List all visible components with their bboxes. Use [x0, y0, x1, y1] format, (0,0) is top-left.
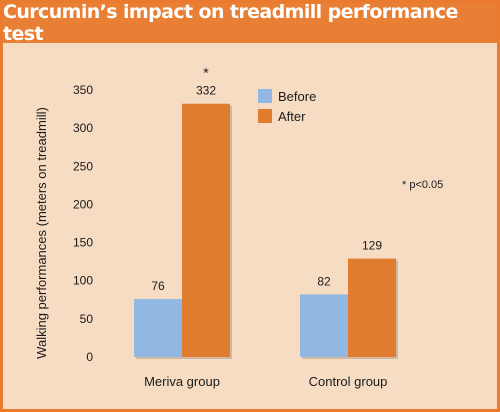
y-tick-label: 350: [73, 83, 93, 97]
y-tick-label: 250: [73, 159, 93, 173]
legend-swatch-after: [258, 109, 272, 123]
data-label: 82: [317, 274, 331, 288]
data-label: 129: [362, 239, 382, 253]
significance-note: * p<0.05: [402, 179, 443, 191]
y-tick-label: 200: [73, 197, 93, 211]
significance-marker: *: [203, 65, 209, 81]
y-tick-label: 100: [73, 274, 93, 288]
bar-before-1: [134, 299, 182, 357]
category-label: Control group: [309, 374, 388, 389]
legend-swatch-before: [258, 89, 272, 103]
y-tick-label: 150: [73, 236, 93, 250]
chart-title: Curcumin’s impact on treadmill performan…: [3, 1, 458, 45]
y-axis-label: Walking performances (meters on treadmil…: [34, 107, 49, 359]
y-tick-label: 50: [80, 312, 94, 326]
category-label: Meriva group: [144, 374, 220, 389]
y-tick-label: 0: [86, 350, 93, 364]
bar-after-1: [182, 103, 230, 357]
legend-label-before: Before: [278, 89, 316, 104]
bar-before-2: [300, 294, 348, 357]
bar-after-2: [348, 258, 396, 357]
legend-label-after: After: [278, 109, 306, 124]
title-banner: Curcumin’s impact on treadmill performan…: [3, 1, 497, 45]
y-tick-label: 300: [73, 121, 93, 135]
data-label: 76: [151, 279, 165, 293]
data-label: 332: [196, 84, 216, 98]
